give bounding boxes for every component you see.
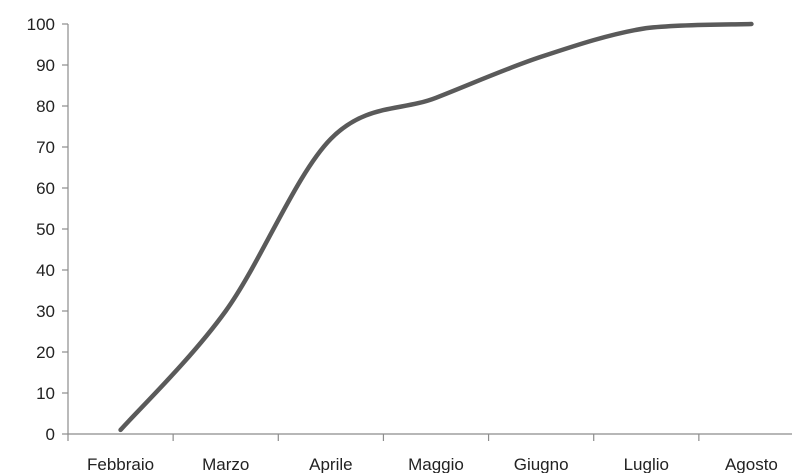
x-axis: Febbraio Marzo Aprile Maggio Giugno Luglio Ago… bbox=[67, 433, 792, 473]
y-tick-label: 10 bbox=[36, 384, 55, 403]
x-tick-label: Luglio bbox=[624, 455, 669, 473]
y-tick-label: 40 bbox=[36, 261, 55, 280]
y-tick-label: 50 bbox=[36, 220, 55, 239]
x-tick-label: Febbraio bbox=[87, 455, 154, 473]
x-tick-label: Marzo bbox=[202, 455, 249, 473]
y-tick-label: 80 bbox=[36, 97, 55, 116]
y-tick-label: 60 bbox=[36, 179, 55, 198]
x-tick-label: Agosto bbox=[725, 455, 778, 473]
x-tick-label: Aprile bbox=[309, 455, 352, 473]
y-tick-label: 0 bbox=[46, 425, 55, 444]
series-group bbox=[118, 21, 754, 433]
series-line bbox=[118, 21, 754, 433]
y-axis: 0 10 20 30 40 50 60 70 80 90 100 bbox=[27, 15, 69, 444]
x-tick-label: Giugno bbox=[514, 455, 569, 473]
y-tick-label: 100 bbox=[27, 15, 55, 34]
y-tick-label: 30 bbox=[36, 302, 55, 321]
y-tick-label: 70 bbox=[36, 138, 55, 157]
y-tick-label: 20 bbox=[36, 343, 55, 362]
y-tick-label: 90 bbox=[36, 56, 55, 75]
x-tick-label: Maggio bbox=[408, 455, 464, 473]
